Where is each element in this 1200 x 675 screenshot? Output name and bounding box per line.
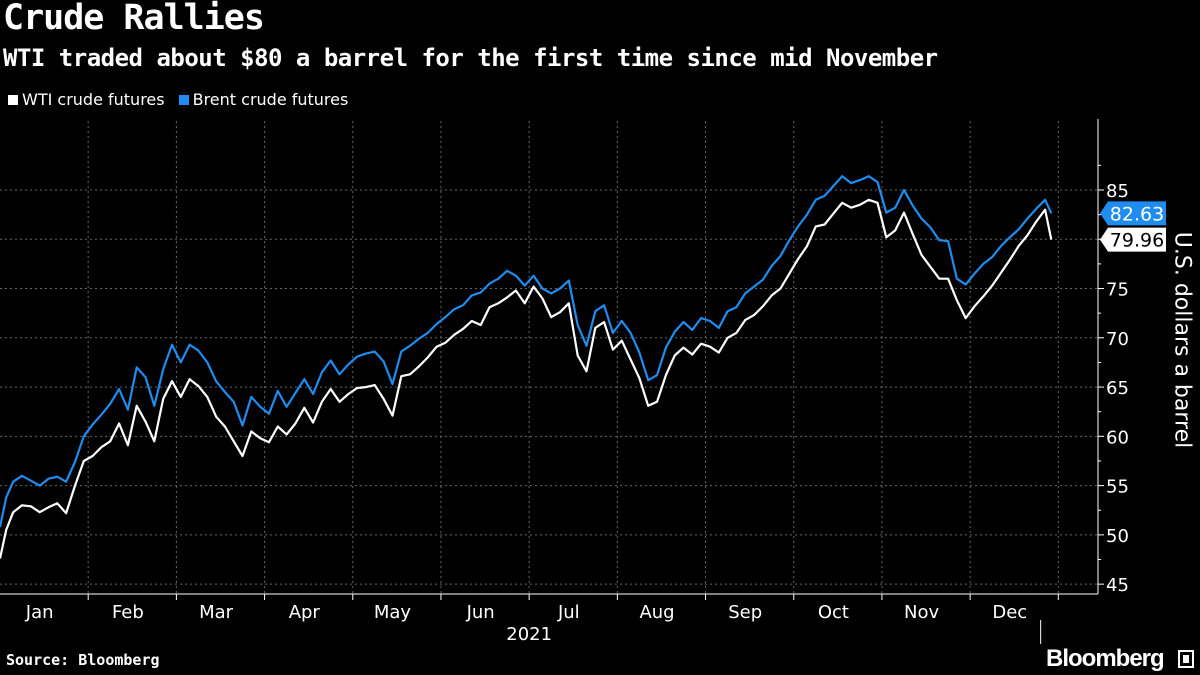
legend-swatch-wti [8, 94, 18, 105]
x-tick-label-oct: Oct [818, 602, 849, 623]
last-value-tag-brent: 82.63 [1100, 201, 1166, 226]
x-tick-label-sep: Sep [728, 602, 762, 623]
y-tick-label-70: 70 [1106, 329, 1129, 350]
y-tick-label-45: 45 [1106, 575, 1129, 596]
x-tick-label-mar: Mar [199, 602, 234, 623]
y-tick-label-50: 50 [1106, 526, 1129, 547]
last-value-tag-shape [1100, 227, 1166, 252]
y-tick-label-85: 85 [1106, 181, 1129, 202]
last-value-tag-shape [1100, 201, 1166, 226]
x-tick-label-jul: Jul [557, 602, 580, 623]
x-tick-label-may: May [374, 602, 412, 623]
legend-label-wti: WTI crude futures [22, 90, 165, 109]
legend-label-brent: Brent crude futures [192, 90, 349, 109]
x-tick-label-apr: Apr [289, 602, 321, 623]
y-tick-label-55: 55 [1106, 477, 1129, 498]
legend-swatch-brent [178, 94, 189, 105]
y-tick-label-65: 65 [1106, 378, 1129, 399]
y-tick-label-75: 75 [1106, 280, 1129, 301]
x-tick-label-nov: Nov [904, 602, 939, 623]
last-value-label: 82.63 [1110, 203, 1164, 225]
legend-item-brent[interactable]: Brent crude futures [178, 90, 349, 109]
chart-title: Crude Rallies [3, 0, 265, 38]
x-tick-label-dec: Dec [992, 602, 1027, 623]
x-tick-label-aug: Aug [639, 602, 674, 623]
legend-item-wti[interactable]: WTI crude futures [8, 90, 165, 109]
series-line-brent [0, 175, 1053, 528]
series-line-wti [0, 198, 1053, 559]
bloomberg-logo: Bloomberg [1046, 645, 1165, 672]
chart-subtitle: WTI traded about $80 a barrel for the fi… [3, 44, 938, 72]
y-axis-label: U.S. dollars a barrel [1169, 231, 1195, 449]
last-value-label: 79.96 [1110, 230, 1164, 252]
x-year-label: 2021 [506, 624, 552, 645]
y-tick-label-60: 60 [1106, 427, 1129, 448]
bloomberg-terminal-icon [1178, 650, 1194, 668]
x-tick-label-jun: Jun [466, 602, 495, 623]
legend: WTI crude futures Brent crude futures [8, 90, 348, 109]
last-value-tag-wti: 79.96 [1100, 227, 1166, 252]
x-tick-label-feb: Feb [112, 602, 144, 623]
source-note: Source: Bloomberg [6, 651, 160, 669]
x-tick-label-jan: Jan [25, 602, 54, 623]
